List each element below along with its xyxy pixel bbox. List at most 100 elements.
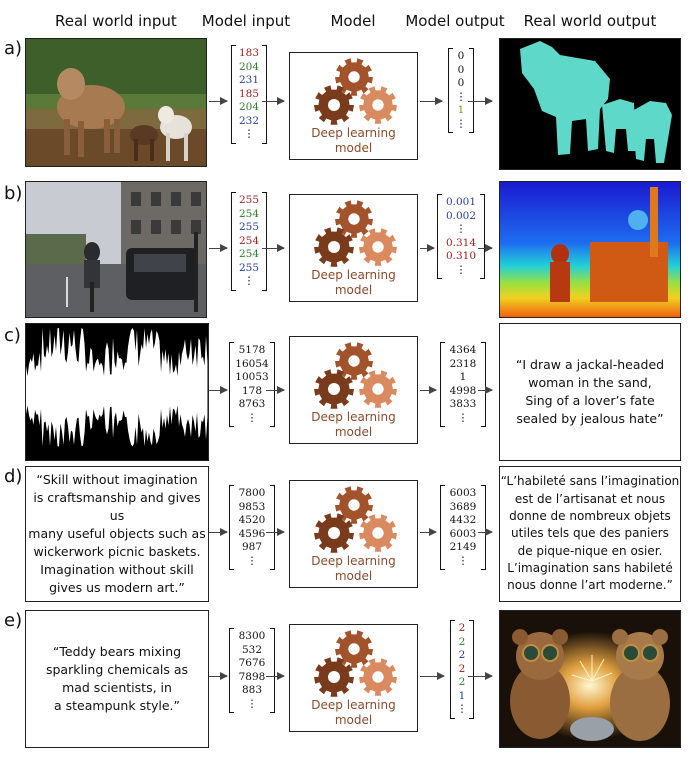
- text-line: donne de nombreux objets: [509, 508, 671, 523]
- vector-value: 0: [457, 77, 465, 89]
- vector-value: 8300: [238, 630, 266, 642]
- text-line: “L’habileté sans l’imagination: [500, 474, 680, 489]
- vector-value: 7676: [238, 657, 266, 669]
- arrow-c-3: [420, 386, 437, 394]
- row-label-a: a): [4, 38, 23, 59]
- model-output-vector-c: 4364 2318 1 4998 3833 ⋮: [440, 342, 486, 427]
- vector-value: ⋮: [246, 411, 258, 424]
- gear-right-hole: [372, 671, 384, 683]
- output-text-c: “I draw a jackal-headed woman in the sand…: [499, 323, 681, 461]
- vector-value: 3689: [449, 500, 477, 513]
- text-line: Imagination without skill: [40, 562, 194, 578]
- vector-value: 1: [457, 104, 465, 116]
- model-output-vector-b: 0.001 0.002 ⋮ 0.314 0.310 ⋮: [437, 194, 485, 279]
- model-label-line1: Deep learning: [311, 126, 396, 140]
- input-text-d: “Skill without imagination is craftsmansh…: [25, 466, 209, 602]
- vector-value: 1: [458, 689, 466, 702]
- row-label-c: c): [4, 325, 21, 346]
- arrow-d-2: [266, 528, 285, 536]
- vector-value: 232: [238, 114, 260, 127]
- gears-icon: [314, 486, 397, 553]
- arrow-e-3: [420, 672, 445, 680]
- header-real-world-output: Real world output: [523, 12, 657, 30]
- vector-value: 2: [458, 649, 466, 661]
- text-line: woman in the sand,: [528, 374, 652, 390]
- vector-value: 7898: [238, 670, 266, 683]
- model-label-line2: model: [334, 283, 373, 297]
- vector-value: 2318: [449, 357, 477, 370]
- gear-top-hole: [348, 71, 360, 83]
- gears-icon: [314, 58, 397, 125]
- model-input-vector-b: 255 254 255 254 254 255 ⋮: [231, 192, 267, 291]
- vector-value: ⋮: [455, 263, 467, 276]
- gear-left-hole: [328, 99, 340, 111]
- arrow-d-1: [209, 528, 228, 536]
- vector-value: 9853: [238, 500, 266, 513]
- vector-value: ⋮: [246, 554, 258, 567]
- vector-value: ⋮: [457, 554, 469, 567]
- gear-right-hole: [372, 241, 384, 253]
- arrow-b-3: [420, 244, 435, 252]
- arrow-d-4: [478, 528, 493, 536]
- model-label-line2: model: [334, 425, 373, 439]
- gears-icon: [314, 630, 397, 697]
- text-line: gives us modern art.”: [49, 580, 185, 596]
- gear-right-hole: [372, 527, 384, 539]
- model-label-line1: Deep learning: [311, 698, 396, 712]
- vector-value: 255: [238, 261, 260, 274]
- vector-value: 231: [238, 74, 260, 86]
- vector-value: 0: [457, 63, 465, 76]
- model-label-line2: model: [334, 141, 373, 155]
- teddy-bears-image: [499, 610, 681, 748]
- vector-value: 7800: [238, 487, 266, 499]
- vector-value: 987: [241, 541, 263, 553]
- vector-value: 2: [458, 622, 466, 634]
- vector-value: 255: [238, 221, 260, 233]
- gear-left-hole: [328, 527, 340, 539]
- text-line: a steampunk style.”: [54, 698, 180, 714]
- gears-icon: [314, 200, 397, 267]
- header-model: Model: [330, 12, 376, 30]
- vector-value: ⋮: [456, 703, 468, 715]
- vector-value: 2: [458, 662, 466, 675]
- vector-value: 4596: [238, 527, 266, 540]
- arrow-a-4: [468, 97, 493, 105]
- vector-value: 0.310: [445, 250, 477, 262]
- text-line: many useful objects such as: [28, 525, 206, 541]
- text-line: wickerwork picnic baskets.: [33, 544, 201, 560]
- arrow-c-2: [266, 386, 285, 394]
- vector-value: 178: [241, 384, 263, 397]
- vector-value: 0.314: [445, 236, 477, 249]
- model-label-line2: model: [334, 569, 373, 583]
- header-model-input: Model input: [201, 12, 291, 30]
- gear-left-hole: [328, 671, 340, 683]
- model-output-vector-d: 6003 3689 4432 6003 2149 ⋮: [440, 485, 486, 570]
- vector-value: 6003: [449, 487, 477, 499]
- vector-value: 254: [238, 207, 260, 220]
- arrow-b-2: [262, 244, 285, 252]
- depth-map: [499, 181, 681, 318]
- text-line: mad scientists, in: [62, 680, 172, 695]
- output-text-d: “L’habileté sans l’imagination est de l’a…: [499, 466, 681, 602]
- text-line: utiles tels que des paniers: [511, 526, 669, 541]
- model-input-vector-d: 7800 9853 4520 4596 987 ⋮: [229, 485, 275, 570]
- model-box-a: Deep learning model: [289, 52, 418, 160]
- vector-value: 204: [238, 60, 260, 73]
- cattle-photo: [25, 38, 207, 167]
- text-line: sparkling chemicals as: [45, 661, 189, 677]
- vector-value: 0: [457, 50, 465, 62]
- vector-value: 0.001: [445, 196, 477, 208]
- gears-icon: [314, 342, 397, 409]
- row-label-d: d): [4, 466, 23, 487]
- gear-left-hole: [328, 241, 340, 253]
- vector-value: ⋮: [246, 697, 258, 710]
- gear-top-hole: [348, 499, 360, 511]
- gear-right-hole: [372, 383, 384, 395]
- vector-value: 4520: [238, 514, 266, 526]
- model-output-vector-a: 0 0 0 ⋮ 1 ⋮: [448, 48, 474, 133]
- vector-value: 0.002: [445, 209, 477, 222]
- arrow-a-1: [209, 97, 228, 105]
- vector-value: 1: [459, 371, 467, 383]
- vector-value: 4998: [449, 384, 477, 397]
- model-label-line1: Deep learning: [311, 554, 396, 568]
